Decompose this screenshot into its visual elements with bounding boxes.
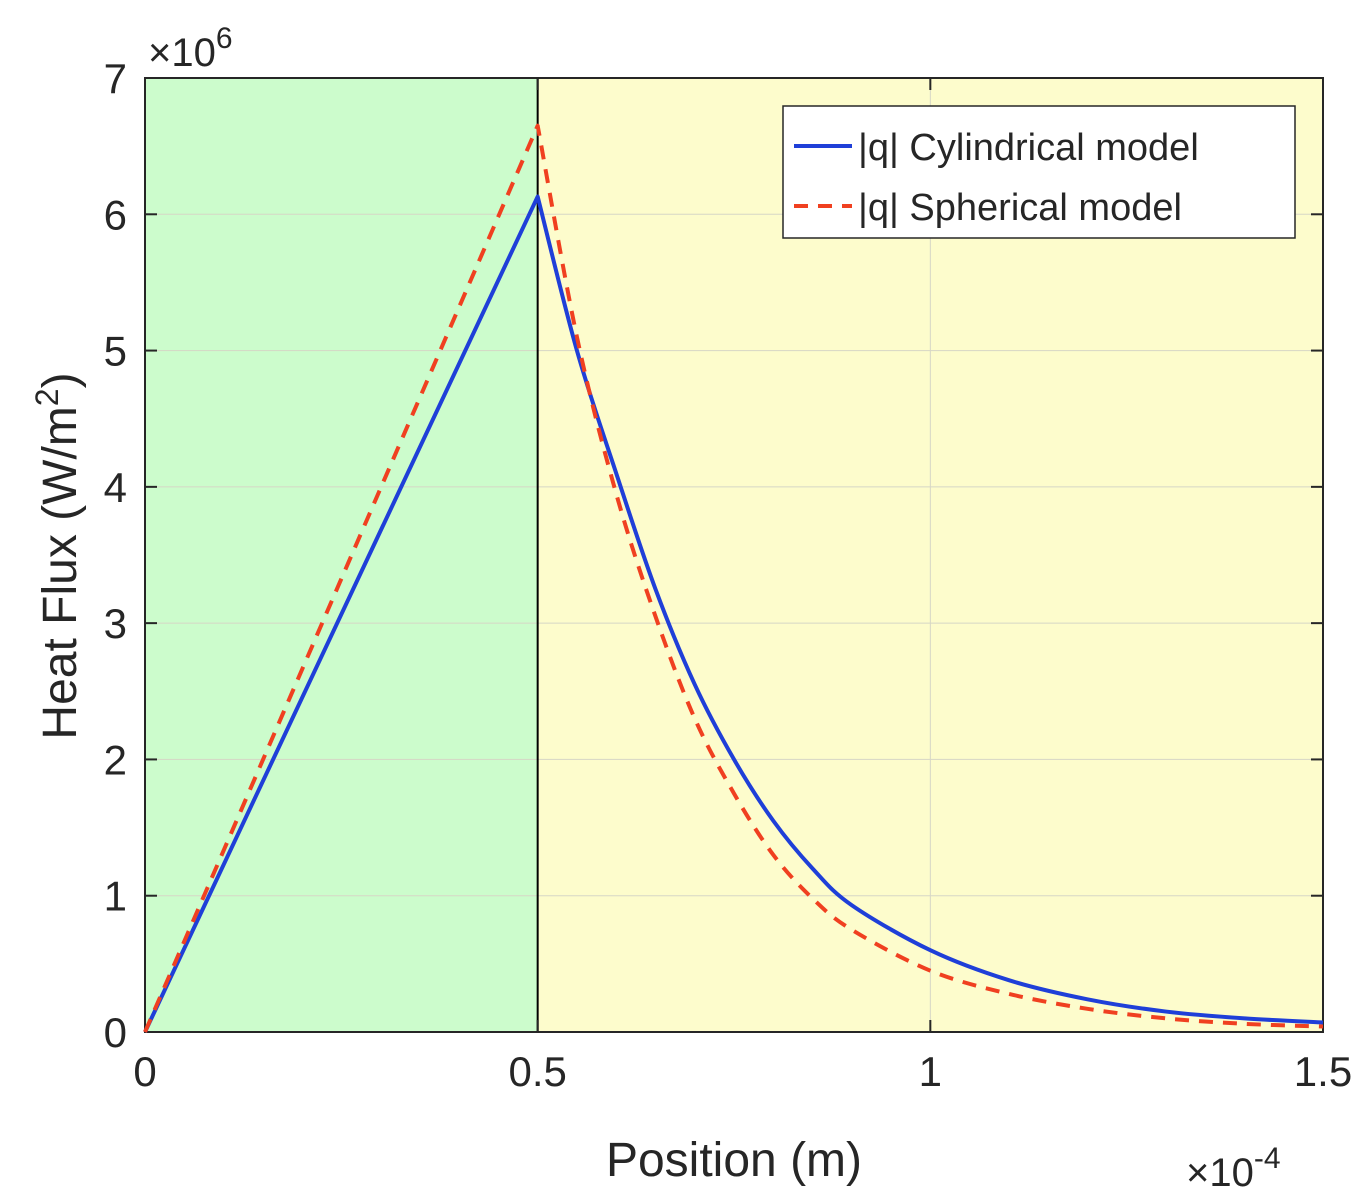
x-tick-label-1: 0.5 <box>508 1048 566 1095</box>
legend-label-spherical: |q| Spherical model <box>858 187 1182 229</box>
x-multiplier-exponent: -4 <box>1254 1142 1281 1175</box>
legend-box <box>782 105 1296 239</box>
y-label-main: Heat Flux (W/m <box>34 406 87 739</box>
plot-area-frame <box>144 77 1324 1033</box>
x-tick-label-3: 1.5 <box>1294 1048 1352 1095</box>
y-tick-label-0: 0 <box>104 1009 127 1056</box>
y-axis-multiplier: ×106 <box>148 22 233 75</box>
series-lines <box>143 123 1324 1033</box>
y-tick-label-7: 7 <box>104 55 127 102</box>
x-tick-label-2: 1 <box>919 1048 942 1095</box>
y-label-superscript: 2 <box>29 388 65 406</box>
y-tick-label-5: 5 <box>104 328 127 375</box>
region-0 <box>145 78 538 1032</box>
y-tick-label-6: 6 <box>104 191 127 238</box>
y-tick-label-1: 1 <box>104 873 127 920</box>
y-tick-label-2: 2 <box>104 736 127 783</box>
x-axis-multiplier: ×10-4 <box>1186 1142 1281 1195</box>
x-multiplier-base: ×10 <box>1186 1151 1254 1195</box>
y-axis-label: Heat Flux (W/m2) <box>29 372 87 739</box>
y-tick-label-3: 3 <box>104 600 127 647</box>
series-line-0 <box>143 194 1324 1033</box>
legend-label-cylindrical: |q| Cylindrical model <box>858 127 1199 169</box>
series-line-1 <box>143 123 1324 1033</box>
y-tick-label-4: 4 <box>104 464 127 511</box>
axis-ticks: 0 0.5 1 1.5 0 1 2 3 4 5 6 7 <box>104 55 1353 1095</box>
legend: |q| Cylindrical model |q| Spherical mode… <box>782 105 1296 239</box>
y-multiplier-base: ×10 <box>148 31 216 75</box>
y-multiplier-exponent: 6 <box>216 22 233 55</box>
x-tick-label-0: 0 <box>133 1048 156 1095</box>
y-label-end: ) <box>34 372 87 388</box>
x-axis-label: Position (m) <box>606 1134 862 1187</box>
